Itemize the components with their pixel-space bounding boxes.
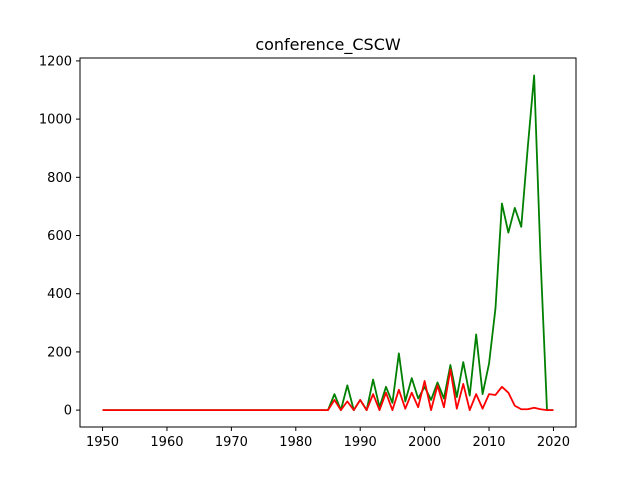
plot-frame (79, 57, 577, 428)
chart-title: conference_CSCW (255, 35, 401, 55)
series-line-1 (102, 368, 554, 412)
y-tick-label: 600 (47, 229, 72, 244)
x-tick-label: 2000 (408, 435, 441, 450)
x-tick-label: 2020 (537, 435, 570, 450)
y-tick-label: 1200 (39, 54, 72, 69)
x-tick-label: 1990 (344, 435, 377, 450)
x-tick-label: 1950 (86, 435, 119, 450)
y-tick-label: 200 (47, 345, 72, 360)
y-tick-label: 1000 (39, 113, 72, 128)
y-tick-label: 800 (47, 171, 72, 186)
x-tick-label: 1980 (279, 435, 312, 450)
series-layer (102, 74, 554, 412)
x-tick-label: 1970 (215, 435, 248, 450)
x-tick-label: 2010 (472, 435, 505, 450)
axes-layer: 1950 1960 1970 1980 1990 2000 2010 2020 0 200 400 6… (39, 54, 577, 450)
x-tick-label: 1960 (150, 435, 183, 450)
y-tick-label: 400 (47, 287, 72, 302)
y-tick-label: 0 (64, 404, 72, 419)
